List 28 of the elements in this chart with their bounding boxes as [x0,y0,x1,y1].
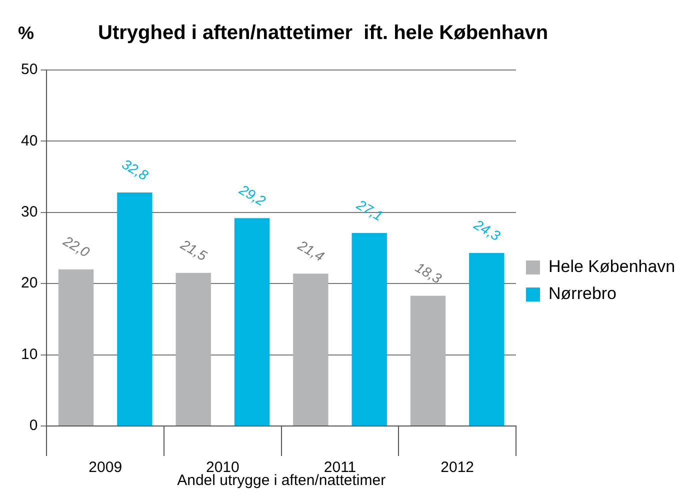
y-tick-label: 40 [20,132,38,150]
y-tick-label: 50 [20,61,38,78]
bar [176,272,211,426]
x-tick-label: 2012 [440,459,474,476]
x-tick-label: 2009 [88,459,122,476]
data-label: 18,3 [412,259,445,287]
y-axis-title: % [17,22,36,44]
data-label: 32,8 [119,156,152,184]
bar [352,233,387,426]
legend-label: Nørrebro [548,284,617,304]
chart-title: Utryghed i aften/nattetimer ift. hele København [98,22,548,44]
y-tick-label: 0 [29,417,38,434]
bar [234,218,270,426]
data-label: 24,3 [470,216,504,244]
y-tick-label: 30 [20,204,38,221]
data-label: 29,2 [236,180,269,209]
bar [58,269,94,426]
bar [469,252,504,426]
legend-label: Hele København [548,257,676,276]
bar [410,296,446,426]
bar [293,274,328,426]
y-tick-label: 20 [20,274,38,292]
data-label: 21,5 [177,236,210,264]
bar [117,192,152,426]
data-label: 22,0 [60,232,93,260]
y-tick-label: 10 [20,346,38,363]
data-label: 21,4 [294,236,328,265]
data-label: 27,1 [353,196,386,224]
